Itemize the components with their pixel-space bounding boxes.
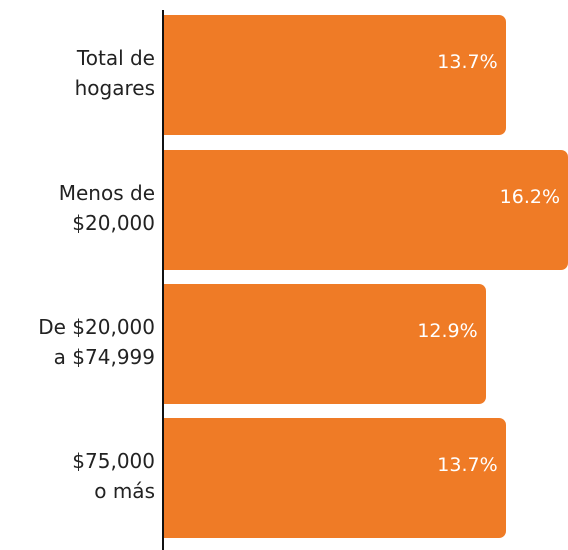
bar xyxy=(164,284,486,404)
value-label: 13.7% xyxy=(437,51,498,73)
category-label: Menos de $20,000 xyxy=(58,181,155,235)
category-label: De $20,000 a $74,999 xyxy=(38,315,155,369)
category-label: Total de hogares xyxy=(74,46,155,100)
bar xyxy=(164,15,506,135)
bar xyxy=(164,418,506,538)
y-axis-line xyxy=(162,10,164,550)
category-label: $75,000 o más xyxy=(72,449,155,503)
value-label: 13.7% xyxy=(437,454,498,476)
value-label: 12.9% xyxy=(417,320,478,342)
bar xyxy=(164,150,568,270)
value-label: 16.2% xyxy=(499,186,560,208)
